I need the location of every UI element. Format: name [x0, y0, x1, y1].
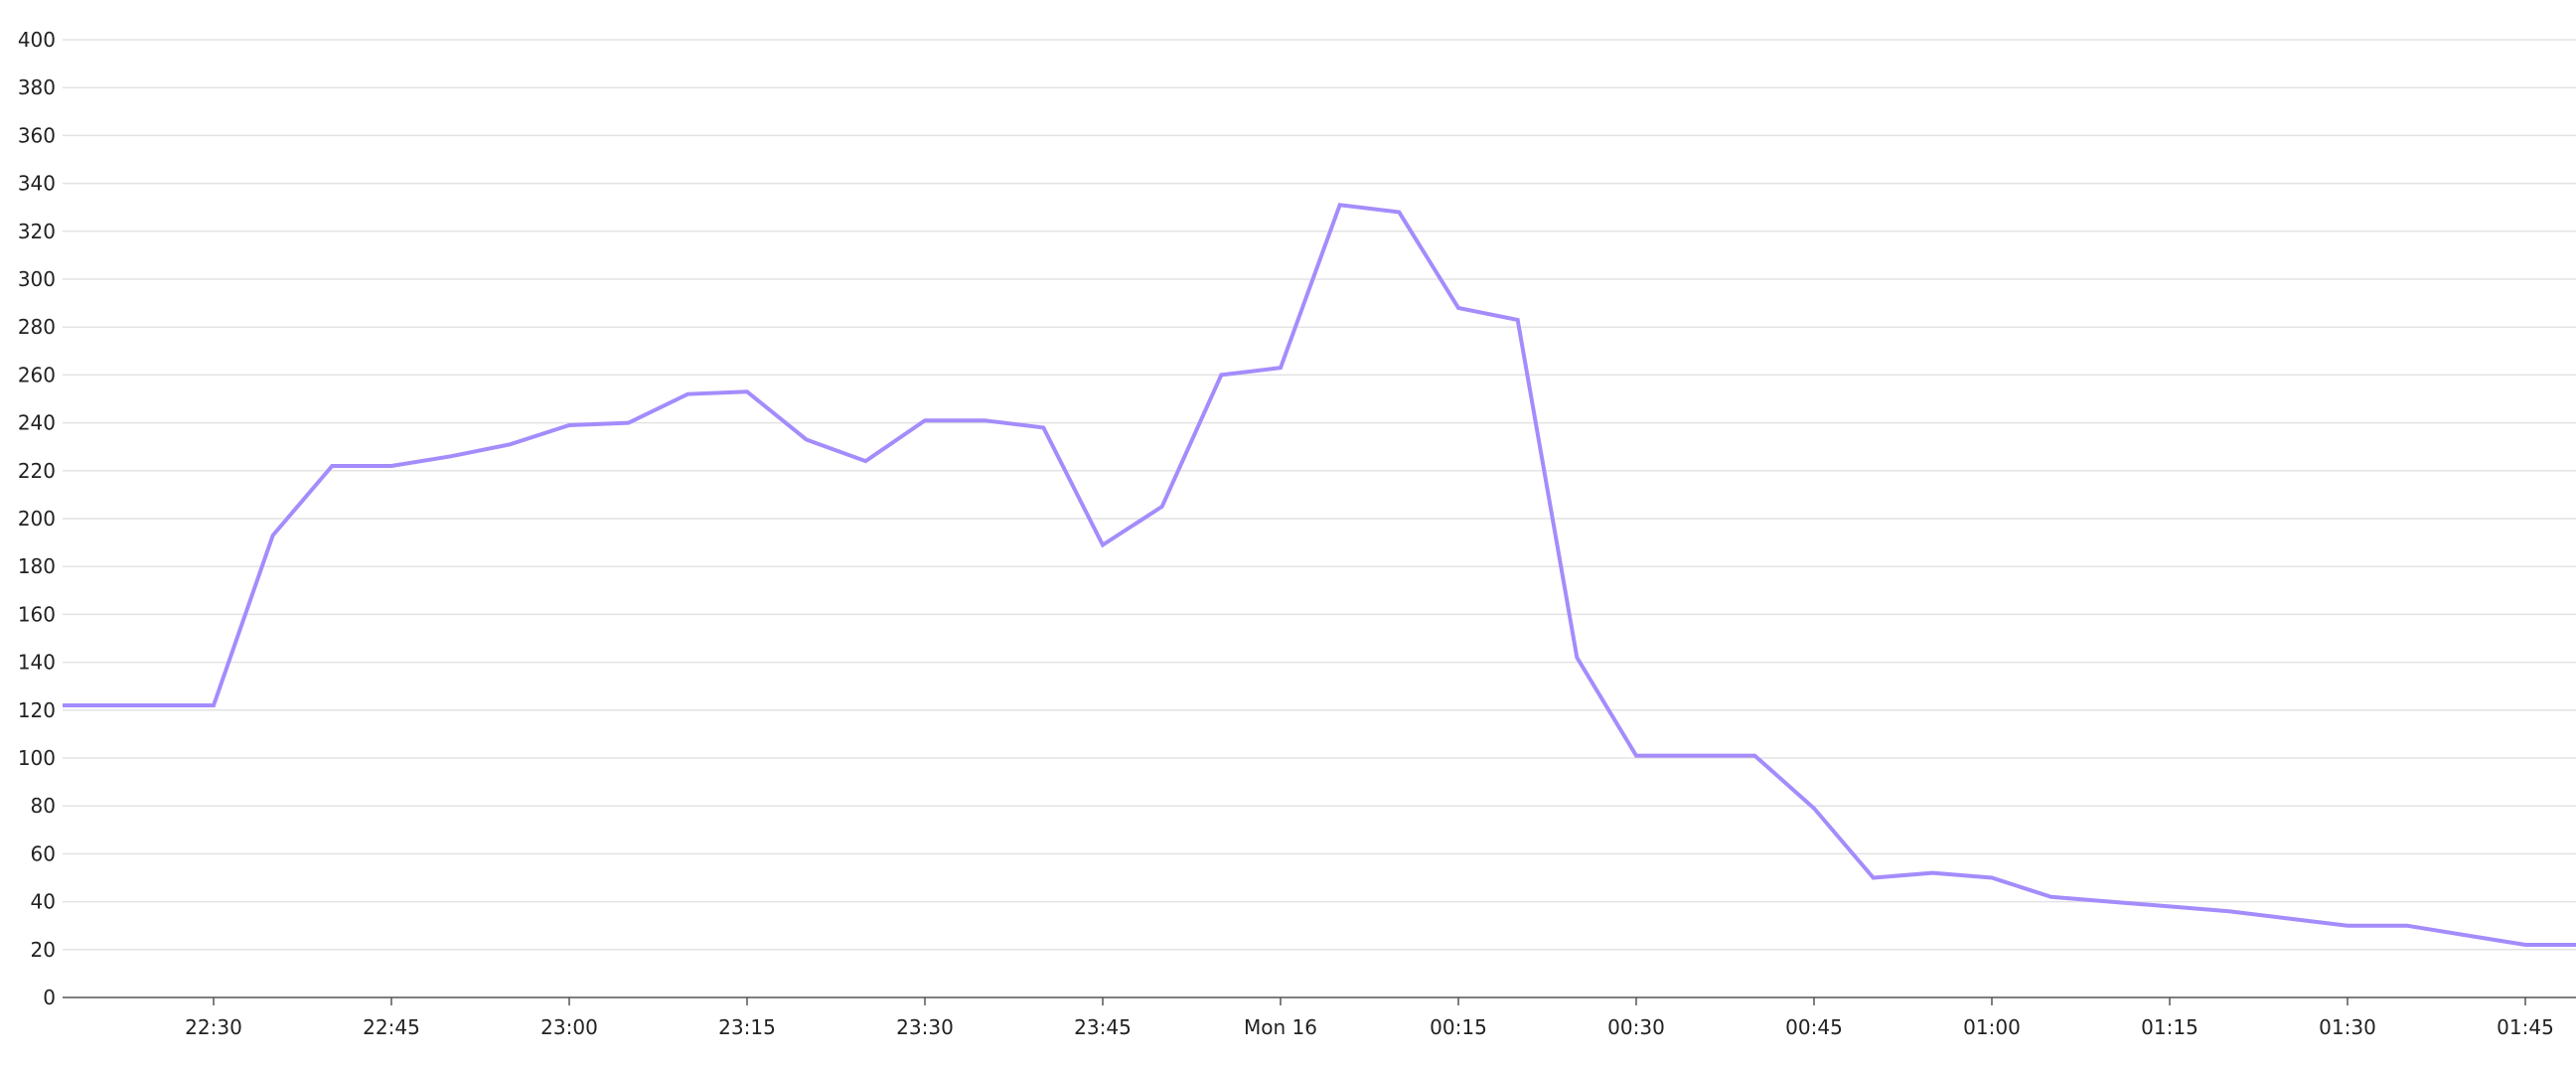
y-tick-label: 0: [43, 986, 56, 1009]
y-tick-label: 320: [18, 220, 56, 243]
y-tick-label: 160: [18, 602, 56, 626]
y-tick-label: 220: [18, 459, 56, 483]
y-tick-label: 60: [31, 841, 56, 865]
x-tick-label: 01:00: [1963, 1015, 2021, 1039]
x-tick-label: 00:30: [1607, 1015, 1665, 1039]
x-tick-label: 23:00: [540, 1015, 598, 1039]
x-tick-label: 00:15: [1430, 1015, 1487, 1039]
y-tick-label: 300: [18, 267, 56, 291]
y-tick-label: 400: [18, 28, 56, 52]
y-tick-label: 360: [18, 123, 56, 147]
y-tick-label: 100: [18, 746, 56, 770]
y-tick-label: 80: [31, 794, 56, 818]
x-tick-label: 01:30: [2319, 1015, 2376, 1039]
x-tick-label: 01:45: [2497, 1015, 2554, 1039]
y-tick-label: 140: [18, 651, 56, 675]
y-tick-label: 240: [18, 411, 56, 435]
x-tick-label: 00:45: [1785, 1015, 1843, 1039]
x-tick-label: 22:30: [185, 1015, 242, 1039]
y-tick-label: 200: [18, 507, 56, 531]
x-tick-label: Mon 16: [1244, 1015, 1317, 1039]
y-tick-label: 280: [18, 315, 56, 339]
y-tick-label: 260: [18, 363, 56, 386]
y-tick-label: 180: [18, 554, 56, 578]
x-tick-label: 23:30: [896, 1015, 954, 1039]
y-tick-label: 340: [18, 172, 56, 196]
y-tick-label: 20: [31, 938, 56, 962]
y-tick-label: 380: [18, 76, 56, 99]
y-tick-label: 40: [31, 890, 56, 914]
series-line: [36, 205, 2576, 945]
y-tick-label: 120: [18, 698, 56, 722]
x-tick-label: 23:45: [1074, 1015, 1132, 1039]
x-tick-label: 01:15: [2141, 1015, 2198, 1039]
x-tick-label: 23:15: [718, 1015, 776, 1039]
x-tick-label: 22:45: [363, 1015, 420, 1039]
